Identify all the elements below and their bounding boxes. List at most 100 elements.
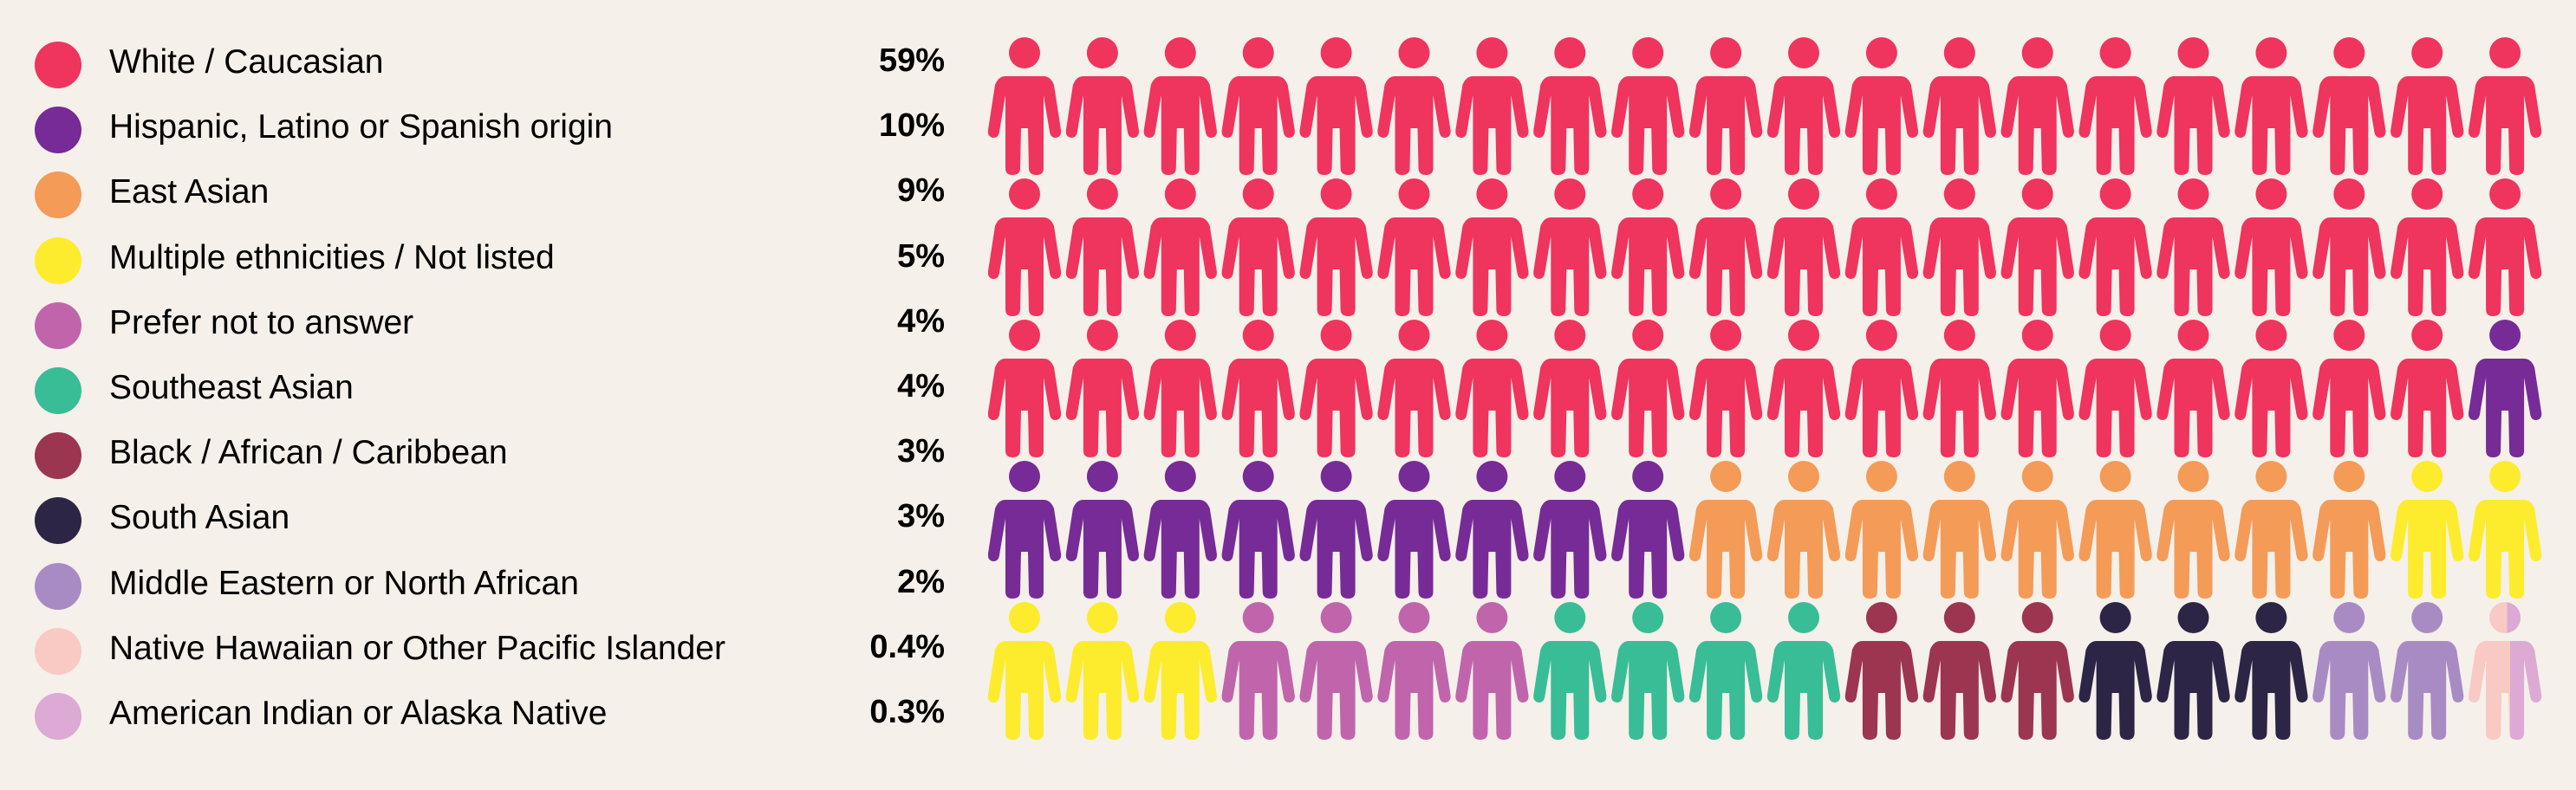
person-icon: [2156, 602, 2230, 740]
person-body: [2078, 500, 2152, 599]
legend-item: East Asian 9%: [35, 163, 945, 228]
person-body: [2156, 76, 2230, 175]
person-icon: [1533, 461, 1607, 599]
person-head: [1632, 178, 1664, 210]
legend-label: Hispanic, Latino or Spanish origin: [109, 108, 614, 146]
legend-swatch: [35, 562, 81, 610]
person-head: [1398, 602, 1430, 633]
person-body: [1533, 641, 1607, 740]
person-head: [1554, 320, 1586, 351]
person-body: [1065, 641, 1140, 740]
person-icon: [2078, 178, 2152, 316]
person-icon: [1922, 178, 1996, 316]
person-head: [1398, 320, 1430, 351]
person-icon: [1766, 178, 1841, 316]
legend-item: American Indian or Alaska Native 0.3%: [35, 684, 945, 749]
person-head: [1788, 602, 1819, 633]
person-icon: [988, 178, 1062, 316]
person-head: [1398, 37, 1430, 68]
person-body: [2391, 641, 2464, 740]
person-icon: [1611, 602, 1685, 740]
person-body: [2234, 217, 2308, 316]
person-head: [2489, 320, 2521, 351]
person-body: [2234, 76, 2308, 175]
person-icon: [1533, 320, 1607, 457]
legend-item: Prefer not to answer 4%: [35, 294, 945, 359]
person-body: [1688, 500, 1763, 599]
person-icon: [2391, 461, 2464, 599]
person-icon: [2234, 602, 2308, 740]
legend-label: American Indian or Alaska Native: [109, 694, 608, 732]
person-icon: [1766, 461, 1841, 599]
legend-item: Black / African / Caribbean 3%: [35, 424, 945, 489]
person-head: [1320, 461, 1352, 492]
person-icon: [1766, 602, 1841, 740]
legend-swatch: [35, 42, 81, 88]
person-body: [2234, 500, 2308, 599]
person-body: [1922, 641, 1996, 740]
person-head: [1632, 602, 1664, 633]
person-icon: [2391, 602, 2464, 740]
person-icon: [2078, 602, 2152, 740]
person-icon: [1844, 602, 1919, 740]
person-body: [988, 217, 1062, 316]
person-head: [2177, 37, 2209, 68]
legend-swatch: [35, 236, 81, 284]
legend-value: 3%: [897, 433, 945, 470]
person-head: [1943, 320, 1975, 351]
person-body: [1688, 641, 1763, 740]
person-body: [2313, 76, 2386, 175]
legend-item: Southeast Asian 4%: [35, 359, 945, 424]
person-icon: [1766, 320, 1841, 457]
person-icon: [1611, 320, 1685, 457]
person-body: [2391, 217, 2464, 316]
person-body: [1377, 641, 1451, 740]
person-body: [1377, 500, 1451, 599]
legend-label: Middle Eastern or North African: [109, 564, 579, 602]
person-head: [1632, 320, 1664, 351]
person-head: [2255, 37, 2287, 68]
person-icon: [2234, 178, 2308, 316]
person-head: [2177, 320, 2209, 351]
person-icon: [1611, 178, 1685, 316]
person-body: [2000, 641, 2074, 740]
person-head: [1788, 461, 1819, 492]
person-head: [1710, 37, 1742, 68]
legend-value: 59%: [878, 42, 945, 79]
person-icon: [1143, 461, 1217, 599]
person-head: [2489, 461, 2521, 492]
person-head: [2411, 461, 2443, 492]
legend-value: 5%: [897, 237, 945, 275]
person-head: [1009, 602, 1040, 633]
person-head: [1865, 178, 1897, 210]
person-head: [1009, 320, 1040, 351]
legend-swatch: [35, 692, 81, 740]
person-head: [2411, 320, 2443, 351]
legend-label: Black / African / Caribbean: [109, 434, 508, 472]
person-head: [2021, 602, 2053, 633]
person-icon: [1299, 320, 1373, 457]
person-icon: [2156, 178, 2230, 316]
person-head: [1320, 178, 1352, 210]
legend-label: Native Hawaiian or Other Pacific Islande…: [109, 629, 725, 667]
person-body: [1766, 217, 1841, 316]
person-head: [1865, 461, 1897, 492]
person-body: [2078, 217, 2152, 316]
person-body: [1844, 500, 1919, 599]
person-body: [1377, 76, 1451, 175]
person-head: [1943, 461, 1975, 492]
person-body: [2156, 217, 2230, 316]
person-icon: [1844, 320, 1919, 457]
person-body: [1377, 217, 1451, 316]
person-body: [1922, 76, 1996, 175]
person-body: [988, 359, 1062, 457]
person-head: [2099, 461, 2131, 492]
person-icon: [1065, 461, 1140, 599]
person-icon: [2313, 602, 2386, 740]
person-icon: [1455, 461, 1529, 599]
person-head: [2489, 178, 2521, 210]
person-head: [1554, 461, 1586, 492]
person-icon: [2000, 37, 2074, 175]
person-head: [1398, 461, 1430, 492]
person-head: [1164, 37, 1196, 68]
